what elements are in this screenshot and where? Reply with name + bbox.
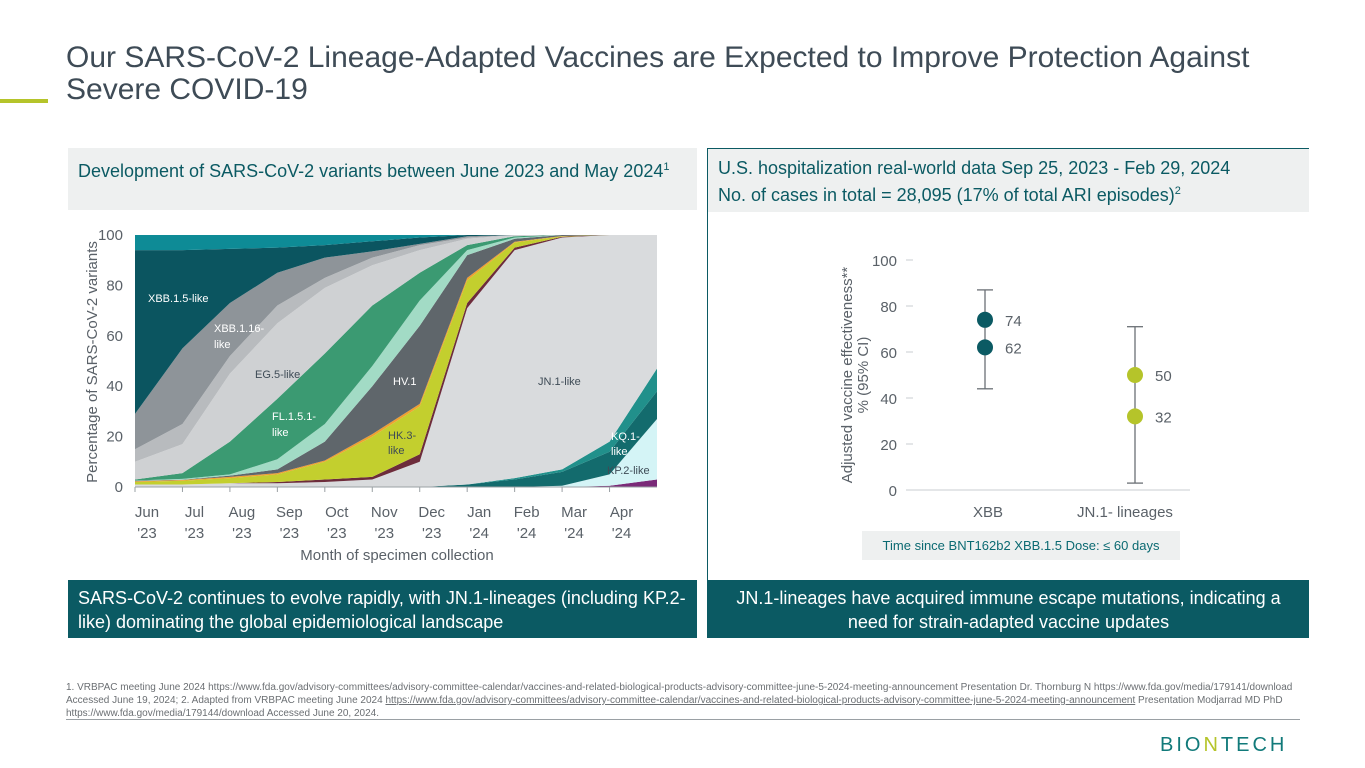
- data-label: 32: [1155, 409, 1172, 426]
- right-takeaway-banner: JN.1-lineages have acquired immune escap…: [708, 580, 1309, 638]
- series-label: XBB.1.5-like: [148, 293, 209, 305]
- y-tick-label: 20: [880, 437, 897, 454]
- slide-title: Our SARS-CoV-2 Lineage-Adapted Vaccines …: [66, 41, 1250, 106]
- x-tick-label: Sep: [276, 504, 303, 521]
- area-layer-series-3: [135, 368, 657, 487]
- series-label: KP.2-like: [607, 465, 650, 477]
- x-tick-label: '23: [280, 525, 300, 542]
- x-tick-label: '23: [422, 525, 442, 542]
- right-heading-line2: No. of cases in total = 28,095 (17% of t…: [718, 185, 1175, 205]
- y-tick-label: 60: [106, 328, 123, 345]
- y-axis-title: Percentage of SARS-CoV-2 variants: [84, 241, 101, 483]
- area-layer-hk-3-like: [135, 235, 657, 485]
- series-label: HK.3-: [388, 430, 416, 442]
- y-tick-label: 60: [880, 345, 897, 362]
- x-category-label: JN.1- lineages: [1077, 504, 1173, 521]
- footnote-text: Presentation Modjarrad MD PhD https://ww…: [66, 695, 1283, 719]
- estimate-point: [977, 339, 993, 356]
- biontech-logo: BIONTECH: [1160, 734, 1288, 756]
- estimate-point: [1127, 367, 1143, 383]
- right-panel-heading: U.S. hospitalization real-world data Sep…: [708, 148, 1309, 212]
- footer-divider: [66, 719, 1300, 720]
- x-tick-label: Oct: [325, 504, 349, 521]
- y-tick-label: 0: [889, 483, 897, 500]
- x-tick-label: Jan: [467, 504, 491, 521]
- area-layer-series-7: [135, 235, 657, 482]
- area-layer-xbb-1-5-like: [135, 235, 657, 414]
- area-layer-kp-2-like: [135, 418, 657, 487]
- area-layer-jn-1-like: [135, 235, 657, 487]
- series-label: XBB.1.16-: [214, 323, 264, 335]
- area-layer-series-9: [135, 235, 657, 481]
- footnote-text: 1. VRBPAC meeting June 2024 https://www.…: [66, 682, 1293, 706]
- x-tick-label: '23: [185, 525, 205, 542]
- x-tick-label: '24: [612, 525, 632, 542]
- x-tick-label: '24: [469, 525, 489, 542]
- left-takeaway-banner: SARS-CoV-2 continues to evolve rapidly, …: [68, 580, 697, 638]
- area-layer-hv-1: [135, 235, 657, 482]
- x-tick-label: '23: [232, 525, 252, 542]
- panel-divider: [707, 148, 708, 638]
- x-axis-title: Month of specimen collection: [300, 547, 493, 564]
- y-tick-label: 80: [880, 299, 897, 316]
- y-tick-label: 20: [106, 429, 123, 446]
- area-layer-kq-1-like: [135, 391, 657, 487]
- series-label: EG.5-like: [255, 369, 300, 381]
- left-panel-heading: Development of SARS-CoV-2 variants betwe…: [68, 148, 697, 210]
- x-tick-label: Dec: [418, 504, 445, 521]
- footnote-ref: 2: [1174, 185, 1181, 197]
- area-layer-xbb-1-16-like: [135, 235, 657, 450]
- series-label: like: [388, 445, 405, 457]
- dose-timing-note: Time since BNT162b2 XBB.1.5 Dose: ≤ 60 d…: [862, 531, 1180, 560]
- x-tick-label: Jul: [185, 504, 204, 521]
- series-label: FL.1.5.1-: [272, 411, 316, 423]
- series-label: JN.1-like: [538, 376, 581, 388]
- accent-bar: [0, 99, 48, 103]
- area-layer-series-15: [135, 235, 657, 251]
- footnote-ref: 1: [663, 161, 670, 173]
- area-layer-series-0: [135, 479, 657, 487]
- x-tick-label: Feb: [514, 504, 540, 521]
- footnote-link[interactable]: https://www.fda.gov/advisory-committees/…: [385, 695, 1136, 706]
- area-layer-fl-1-5-1-like: [135, 235, 657, 481]
- x-tick-label: Aug: [229, 504, 256, 521]
- x-tick-label: '23: [327, 525, 347, 542]
- series-label: HV.1: [393, 376, 416, 388]
- y-tick-label: 40: [880, 391, 897, 408]
- estimate-point: [1127, 408, 1143, 425]
- x-category-label: XBB: [973, 504, 1003, 521]
- x-tick-label: Jun: [135, 504, 159, 521]
- y-tick-label: 0: [115, 479, 123, 496]
- series-label: like: [611, 446, 628, 458]
- y-tick-label: 100: [98, 227, 123, 244]
- y-tick-label: 80: [106, 277, 123, 294]
- y-tick-label: 40: [106, 378, 123, 395]
- y-axis-title: Adjusted vaccine effectiveness**: [839, 267, 856, 484]
- series-label: like: [272, 427, 289, 439]
- series-label: like: [214, 339, 231, 351]
- area-layer-series-12: [135, 235, 657, 462]
- data-label: 62: [1005, 340, 1022, 357]
- right-heading-line1: U.S. hospitalization real-world data Sep…: [718, 158, 1231, 178]
- area-layer-series-5: [135, 235, 657, 485]
- footnotes: 1. VRBPAC meeting June 2024 https://www.…: [66, 681, 1300, 720]
- y-tick-label: 100: [872, 253, 897, 270]
- data-label: 74: [1005, 313, 1022, 330]
- x-tick-label: Mar: [561, 504, 587, 521]
- data-label: 50: [1155, 368, 1172, 385]
- series-label: KQ.1-: [611, 431, 640, 443]
- left-heading-text: Development of SARS-CoV-2 variants betwe…: [78, 161, 664, 181]
- area-layer-eg-5-like: [135, 235, 657, 480]
- x-tick-label: '24: [517, 525, 537, 542]
- x-tick-label: '24: [564, 525, 584, 542]
- y-axis-title: % (95% CI): [855, 337, 872, 414]
- x-tick-label: Nov: [371, 504, 398, 521]
- estimate-point: [977, 311, 993, 328]
- x-tick-label: '23: [137, 525, 157, 542]
- x-tick-label: Apr: [610, 504, 633, 521]
- x-tick-label: '23: [374, 525, 394, 542]
